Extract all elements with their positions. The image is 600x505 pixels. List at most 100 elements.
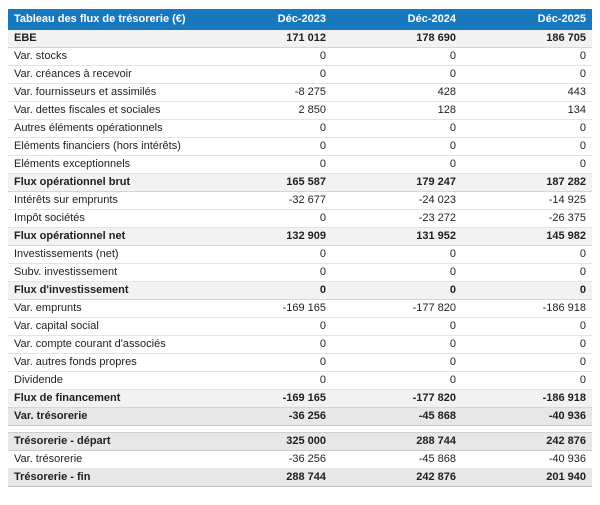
row-label: Var. dettes fiscales et sociales — [8, 101, 202, 120]
row-value-dec-2025: 187 282 — [462, 173, 592, 192]
row-label: Trésorerie - départ — [8, 432, 202, 451]
row-value-dec-2023: -32 677 — [202, 191, 332, 210]
row-value-dec-2025: 443 — [462, 83, 592, 102]
row-value-dec-2025: 0 — [462, 317, 592, 336]
row-value-dec-2024: -177 820 — [332, 299, 462, 318]
row-value-dec-2025: 0 — [462, 47, 592, 66]
row-value-dec-2024: 128 — [332, 101, 462, 120]
table-header: Tableau des flux de trésorerie (€) Déc-2… — [8, 9, 592, 30]
row-value-dec-2023: -169 165 — [202, 389, 332, 408]
table-row: Var. compte courant d'associés 0 0 0 — [8, 335, 592, 354]
row-value-dec-2024: 0 — [332, 65, 462, 84]
row-value-dec-2023: -36 256 — [202, 407, 332, 426]
row-value-dec-2025: 0 — [462, 281, 592, 300]
row-label: Subv. investissement — [8, 263, 202, 282]
table-row: Var. trésorerie -36 256 -45 868 -40 936 — [8, 407, 592, 426]
row-value-dec-2024: 0 — [332, 353, 462, 372]
row-value-dec-2023: 0 — [202, 371, 332, 390]
row-value-dec-2023: 171 012 — [202, 30, 332, 48]
row-label: Flux de financement — [8, 389, 202, 408]
row-value-dec-2023: 288 744 — [202, 468, 332, 487]
row-label: Var. compte courant d'associés — [8, 335, 202, 354]
table-row: Flux opérationnel net 132 909 131 952 14… — [8, 227, 592, 246]
table-row: Var. dettes fiscales et sociales 2 850 1… — [8, 101, 592, 120]
row-value-dec-2023: 0 — [202, 281, 332, 300]
row-label: Impôt sociétés — [8, 209, 202, 228]
table-row: Var. autres fonds propres 0 0 0 — [8, 353, 592, 372]
table-row: Trésorerie - fin 288 744 242 876 201 940 — [8, 468, 592, 487]
table-title: Tableau des flux de trésorerie (€) — [8, 9, 202, 30]
row-value-dec-2023: 0 — [202, 209, 332, 228]
row-value-dec-2025: 201 940 — [462, 468, 592, 487]
row-value-dec-2024: 242 876 — [332, 468, 462, 487]
table-row: Flux opérationnel brut 165 587 179 247 1… — [8, 173, 592, 192]
row-value-dec-2025: 0 — [462, 119, 592, 138]
table-row: Intérêts sur emprunts -32 677 -24 023 -1… — [8, 191, 592, 210]
row-value-dec-2023: 0 — [202, 263, 332, 282]
row-value-dec-2023: 325 000 — [202, 432, 332, 451]
row-value-dec-2025: 0 — [462, 371, 592, 390]
row-value-dec-2023: -169 165 — [202, 299, 332, 318]
row-value-dec-2024: -45 868 — [332, 450, 462, 469]
row-label: Var. trésorerie — [8, 450, 202, 469]
row-value-dec-2023: 0 — [202, 335, 332, 354]
row-value-dec-2024: 0 — [332, 47, 462, 66]
row-value-dec-2025: -186 918 — [462, 389, 592, 408]
header-row: Tableau des flux de trésorerie (€) Déc-2… — [8, 9, 592, 30]
row-label: Var. créances à recevoir — [8, 65, 202, 84]
row-value-dec-2025: 0 — [462, 335, 592, 354]
row-value-dec-2024: 0 — [332, 155, 462, 174]
row-value-dec-2024: 0 — [332, 335, 462, 354]
row-value-dec-2024: -177 820 — [332, 389, 462, 408]
row-value-dec-2023: 0 — [202, 119, 332, 138]
row-label: Investissements (net) — [8, 245, 202, 264]
row-value-dec-2025: 145 982 — [462, 227, 592, 246]
table-body: EBE 171 012 178 690 186 705 Var. stocks … — [8, 30, 592, 487]
column-header-dec-2023: Déc-2023 — [202, 9, 332, 30]
row-value-dec-2025: -40 936 — [462, 407, 592, 426]
row-label: Eléments financiers (hors intérêts) — [8, 137, 202, 156]
table-row: Var. capital social 0 0 0 — [8, 317, 592, 336]
row-value-dec-2024: 0 — [332, 245, 462, 264]
row-value-dec-2023: 132 909 — [202, 227, 332, 246]
row-value-dec-2023: 0 — [202, 47, 332, 66]
row-value-dec-2024: 179 247 — [332, 173, 462, 192]
column-header-dec-2024: Déc-2024 — [332, 9, 462, 30]
row-value-dec-2023: 2 850 — [202, 101, 332, 120]
row-value-dec-2024: 288 744 — [332, 432, 462, 451]
row-value-dec-2024: -45 868 — [332, 407, 462, 426]
table-row: Flux de financement -169 165 -177 820 -1… — [8, 389, 592, 408]
row-value-dec-2025: 242 876 — [462, 432, 592, 451]
row-value-dec-2024: -23 272 — [332, 209, 462, 228]
row-value-dec-2023: 0 — [202, 65, 332, 84]
table-row: Subv. investissement 0 0 0 — [8, 263, 592, 282]
table-row: Flux d'investissement 0 0 0 — [8, 281, 592, 300]
row-value-dec-2025: -186 918 — [462, 299, 592, 318]
row-label: Intérêts sur emprunts — [8, 191, 202, 210]
row-value-dec-2025: 186 705 — [462, 30, 592, 48]
row-value-dec-2023: 0 — [202, 155, 332, 174]
table-row: Autres éléments opérationnels 0 0 0 — [8, 119, 592, 138]
table-row: Dividende 0 0 0 — [8, 371, 592, 390]
column-header-dec-2025: Déc-2025 — [462, 9, 592, 30]
row-value-dec-2025: 134 — [462, 101, 592, 120]
row-label: Var. capital social — [8, 317, 202, 336]
row-label: Trésorerie - fin — [8, 468, 202, 487]
row-value-dec-2024: 0 — [332, 119, 462, 138]
row-value-dec-2023: 0 — [202, 245, 332, 264]
table-row: Var. emprunts -169 165 -177 820 -186 918 — [8, 299, 592, 318]
row-value-dec-2024: 428 — [332, 83, 462, 102]
row-label: Flux opérationnel net — [8, 227, 202, 246]
table-row: Investissements (net) 0 0 0 — [8, 245, 592, 264]
row-value-dec-2024: 0 — [332, 317, 462, 336]
row-value-dec-2025: 0 — [462, 245, 592, 264]
row-label: Var. fournisseurs et assimilés — [8, 83, 202, 102]
row-label: Var. stocks — [8, 47, 202, 66]
row-label: Flux d'investissement — [8, 281, 202, 300]
row-label: Eléments exceptionnels — [8, 155, 202, 174]
row-value-dec-2023: -8 275 — [202, 83, 332, 102]
table-row: EBE 171 012 178 690 186 705 — [8, 30, 592, 48]
row-value-dec-2025: -26 375 — [462, 209, 592, 228]
row-value-dec-2023: 165 587 — [202, 173, 332, 192]
